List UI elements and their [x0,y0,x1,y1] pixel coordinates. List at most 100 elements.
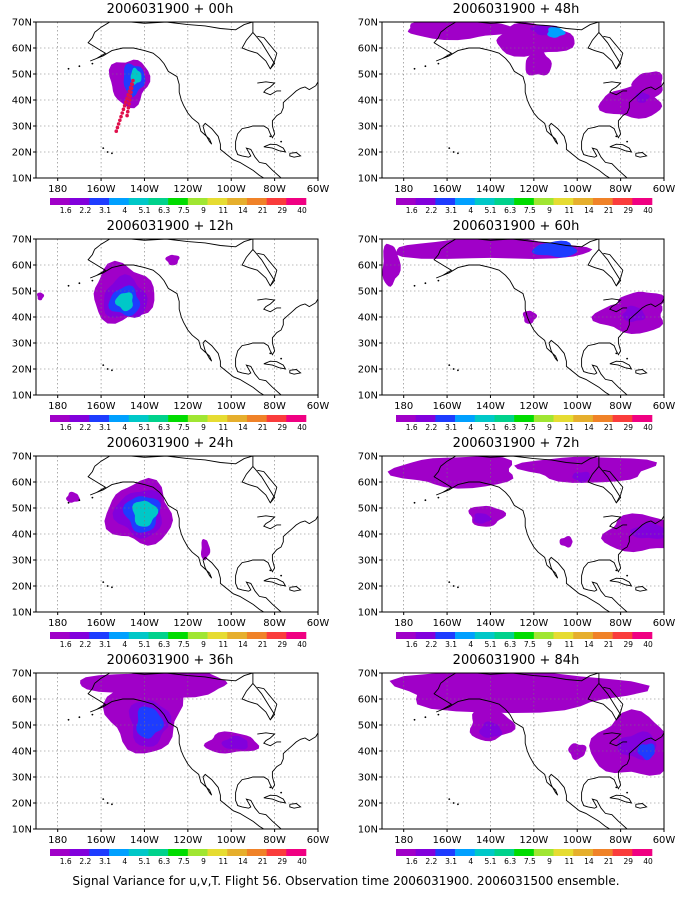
coastline [263,577,287,587]
lon-tick-label: 120W [519,618,548,629]
coastline [289,803,302,809]
coastline [581,515,664,612]
colorbar-swatch [207,849,228,856]
lon-tick-label: 140W [130,184,159,195]
colorbar-swatch [592,415,613,422]
coastline [609,360,633,370]
coastline [289,369,302,375]
flight-observation-point [125,96,129,101]
lat-tick-label: 70N [12,18,32,29]
lat-tick-label: 30N [12,339,32,350]
lat-tick-label: 40N [358,530,378,541]
coastline [87,683,279,829]
lon-tick-label: 180 [48,401,67,412]
colorbar-swatch [553,849,574,856]
colorbar-swatch [612,198,633,205]
lat-tick-label: 20N [12,365,32,376]
colorbar-swatch [455,632,476,639]
coastline [94,22,276,70]
colorbar-swatch [128,849,149,856]
colorbar-swatch [592,632,613,639]
lon-tick-label: 80W [263,184,286,195]
coastline [257,732,282,747]
map-panel-72h: 2006031900 + 72h 180 160W 140W 120W 100W 80W 60… [346,436,686,652]
lat-tick-label: 10N [12,608,32,619]
colorbar-swatch [435,849,456,856]
map-panel-24h: 2006031900 + 24h 180 160W 140W 120W 100W 80W 60… [0,436,340,652]
colorbar-swatch [109,849,130,856]
colorbar-label: 14 [584,857,594,866]
flight-observation-point [114,129,119,133]
flight-observation-point [116,122,121,126]
lat-tick-label: 60N [12,44,32,55]
colorbar-swatch [455,849,476,856]
lon-tick-label: 60W [307,401,330,412]
lat-tick-label: 30N [12,556,32,567]
lat-tick-label: 50N [358,504,378,515]
flight-observation-point [121,107,126,112]
colorbar-label: 21 [604,640,614,649]
lon-tick-label: 80W [263,835,286,846]
colorbar-label: 7.5 [524,857,536,866]
lon-tick-label: 160W [433,184,462,195]
colorbar-label: 6.3 [158,206,170,215]
colorbar-swatch [415,198,436,205]
lat-tick-label: 10N [358,825,378,836]
lon-tick-label: 60W [307,618,330,629]
colorbar-label: 11 [564,640,574,649]
lat-tick-label: 50N [358,287,378,298]
colorbar-label: 5.1 [484,640,496,649]
colorbar-label: 11 [564,423,574,432]
coastline [603,469,624,504]
colorbar-label: 14 [238,423,248,432]
colorbar-swatch [207,415,228,422]
colorbar-swatch [533,849,554,856]
coastline [603,298,628,313]
lat-tick-label: 50N [12,721,32,732]
variance-map: 180 160W 140W 120W 100W 80W 60W 10N 20N 30N 40N 50N… [358,452,676,649]
variance-contour [80,673,228,698]
lon-tick-label: 180 [48,184,67,195]
lat-tick-label: 30N [12,773,32,784]
coastline [235,81,318,178]
colorbar-label: 1.6 [60,640,72,649]
colorbar-swatch [553,415,574,422]
flight-observation-point [127,102,131,106]
coastline [433,466,625,612]
lon-tick-label: 80W [263,401,286,412]
colorbar-label: 40 [643,206,653,215]
colorbar-label: 6.3 [158,640,170,649]
colorbar-swatch [207,198,228,205]
colorbar-label: 3.1 [445,640,457,649]
lat-tick-label: 60N [12,695,32,706]
colorbar-label: 1.6 [406,857,418,866]
colorbar-label: 7.5 [524,640,536,649]
colorbar-label: 5.1 [138,857,150,866]
lon-tick-label: 140W [476,835,505,846]
flight-observation-point [127,98,132,102]
lat-tick-label: 30N [358,122,378,133]
colorbar-label: 9 [201,206,206,215]
coastline [581,732,664,829]
coastline [581,81,664,178]
lon-tick-label: 80W [609,835,632,846]
colorbar-swatch [266,849,287,856]
variance-contour [201,539,211,561]
lat-tick-label: 30N [358,773,378,784]
colorbar-swatch [187,849,208,856]
colorbar-label: 7.5 [178,206,190,215]
colorbar-label: 29 [624,857,634,866]
colorbar-swatch [553,198,574,205]
colorbar-label: 11 [218,206,228,215]
colorbar-swatch [494,849,515,856]
lon-tick-label: 140W [476,618,505,629]
flight-observation-point [120,111,125,115]
lon-tick-label: 100W [563,184,592,195]
map-panel-36h: 2006031900 + 36h 180 160W 140W 120W 100W 80W 60… [0,653,340,869]
colorbar-label: 1.6 [60,857,72,866]
variance-contour [389,673,650,713]
lon-tick-label: 120W [173,835,202,846]
flight-observation-point [128,94,133,98]
lon-tick-label: 180 [48,835,67,846]
colorbar-label: 4 [468,206,473,215]
